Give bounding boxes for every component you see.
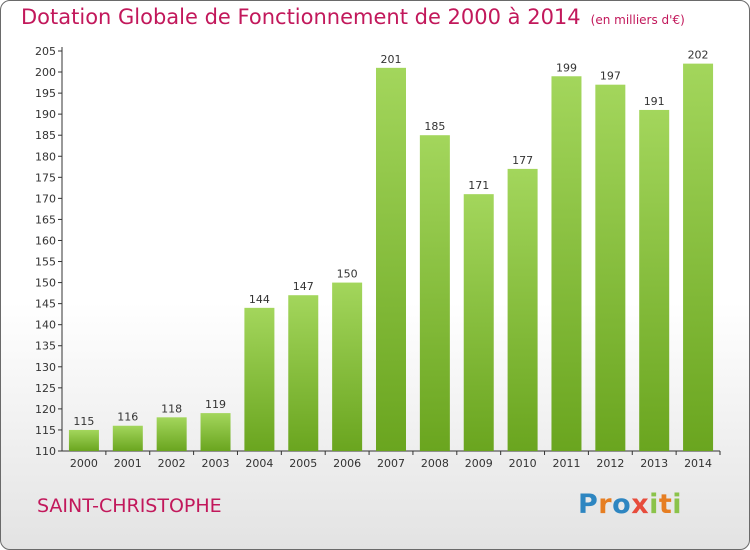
y-tick-label: 205 (35, 45, 56, 58)
bar (683, 63, 714, 451)
bar-value-label: 118 (161, 402, 182, 415)
x-tick-label: 2012 (596, 457, 624, 470)
y-tick-label: 180 (35, 150, 56, 163)
logo-letter: x (631, 489, 650, 520)
bar (200, 413, 231, 451)
x-tick-label: 2003 (202, 457, 230, 470)
y-tick-label: 145 (35, 298, 56, 311)
bar-value-label: 201 (381, 53, 402, 66)
bar-value-label: 177 (512, 154, 533, 167)
x-tick-label: 2014 (684, 457, 712, 470)
y-tick-label: 140 (35, 319, 56, 332)
unit-text: (en milliers d'€) (590, 13, 685, 27)
bar-value-label: 197 (600, 70, 621, 83)
y-tick-label: 195 (35, 87, 56, 100)
bar-value-label: 171 (468, 179, 489, 192)
bar-value-label: 116 (117, 411, 138, 424)
bar-value-label: 144 (249, 293, 270, 306)
y-tick-label: 185 (35, 129, 56, 142)
y-tick-label: 110 (35, 445, 56, 458)
bar (112, 425, 143, 451)
bar-value-label: 185 (424, 120, 445, 133)
bar (507, 168, 538, 452)
y-tick-label: 175 (35, 171, 56, 184)
title-text: Dotation Globale de Fonctionnement de 20… (21, 5, 581, 29)
x-tick-label: 2004 (245, 457, 273, 470)
bar (551, 76, 582, 452)
commune-name: SAINT-CHRISTOPHE (37, 495, 222, 517)
y-tick-label: 165 (35, 213, 56, 226)
bar (156, 417, 187, 451)
bar-value-label: 202 (688, 49, 709, 62)
x-tick-label: 2011 (552, 457, 580, 470)
bar (376, 67, 406, 451)
y-tick-label: 130 (35, 361, 56, 374)
logo-letter: P (578, 489, 599, 520)
x-tick-label: 2013 (640, 457, 668, 470)
proxiti-logo: Proxiti (578, 489, 682, 520)
bar (639, 109, 670, 452)
y-tick-label: 120 (35, 403, 56, 416)
x-tick-label: 2001 (114, 457, 142, 470)
bar-value-label: 147 (293, 280, 314, 293)
bar (288, 295, 319, 451)
logo-letter: r (598, 489, 613, 520)
bar-value-label: 150 (337, 268, 358, 281)
x-tick-label: 2006 (333, 457, 361, 470)
x-tick-label: 2002 (158, 457, 186, 470)
x-tick-label: 2009 (465, 457, 493, 470)
y-tick-label: 200 (35, 66, 56, 79)
x-tick-label: 2007 (377, 457, 405, 470)
x-tick-label: 2010 (509, 457, 537, 470)
logo-letter: i (672, 489, 683, 520)
bar-value-label: 191 (644, 95, 665, 108)
y-tick-label: 115 (35, 424, 56, 437)
x-tick-label: 2008 (421, 457, 449, 470)
y-tick-label: 155 (35, 256, 56, 269)
bar (463, 194, 494, 451)
bar (68, 429, 99, 451)
logo-letter: t (658, 489, 673, 520)
bar-value-label: 115 (73, 415, 94, 428)
y-tick-label: 190 (35, 108, 56, 121)
y-tick-label: 160 (35, 234, 56, 247)
bar-value-label: 199 (556, 61, 577, 74)
chart-title: Dotation Globale de Fonctionnement de 20… (21, 5, 685, 29)
bar (332, 282, 363, 451)
bar (244, 307, 275, 451)
logo-letter: o (612, 489, 632, 520)
x-tick-label: 2005 (289, 457, 317, 470)
bar-value-label: 119 (205, 398, 226, 411)
x-tick-label: 2000 (70, 457, 98, 470)
y-tick-label: 135 (35, 340, 56, 353)
y-tick-label: 125 (35, 382, 56, 395)
bar (595, 84, 626, 452)
bar (419, 135, 450, 452)
y-tick-label: 150 (35, 277, 56, 290)
logo-letter: i (649, 489, 659, 520)
y-tick-label: 170 (35, 192, 56, 205)
